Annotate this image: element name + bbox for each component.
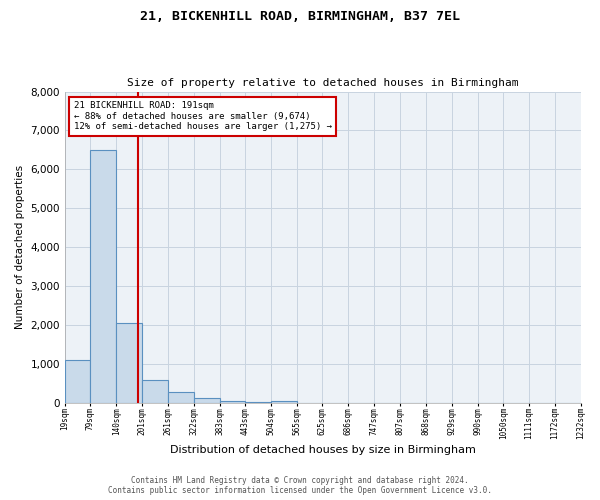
Bar [116, 323, 142, 403]
Bar [194, 398, 220, 403]
Y-axis label: Number of detached properties: Number of detached properties [15, 165, 25, 330]
Text: 21, BICKENHILL ROAD, BIRMINGHAM, B37 7EL: 21, BICKENHILL ROAD, BIRMINGHAM, B37 7EL [140, 10, 460, 23]
Bar [65, 360, 91, 403]
Text: 21 BICKENHILL ROAD: 191sqm
← 88% of detached houses are smaller (9,674)
12% of s: 21 BICKENHILL ROAD: 191sqm ← 88% of deta… [74, 102, 332, 131]
Bar [91, 150, 116, 403]
Bar [168, 392, 194, 403]
Bar [271, 400, 297, 403]
X-axis label: Distribution of detached houses by size in Birmingham: Distribution of detached houses by size … [170, 445, 476, 455]
Title: Size of property relative to detached houses in Birmingham: Size of property relative to detached ho… [127, 78, 518, 88]
Bar [220, 400, 245, 403]
Text: Contains HM Land Registry data © Crown copyright and database right 2024.
Contai: Contains HM Land Registry data © Crown c… [108, 476, 492, 495]
Bar [245, 402, 271, 403]
Bar [142, 380, 168, 403]
